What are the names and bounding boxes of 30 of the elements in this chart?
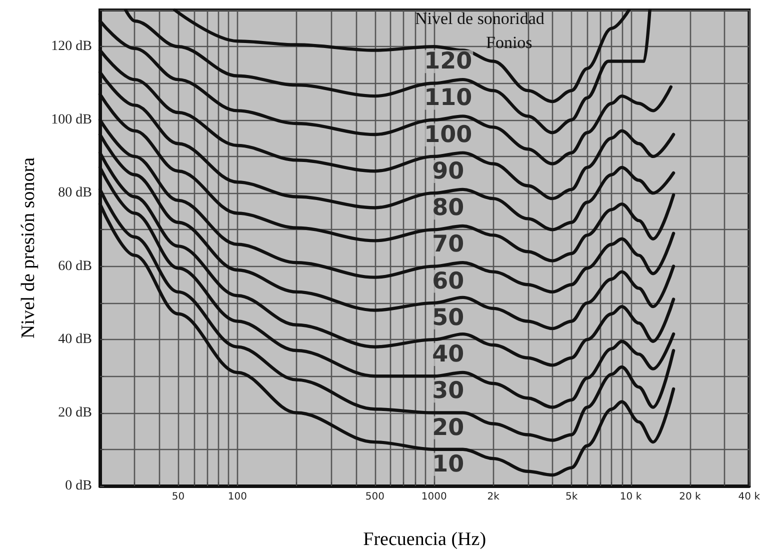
y-axis-title: Nivel de presión sonora <box>18 156 39 338</box>
y-tick-label: 20 dB <box>58 405 92 420</box>
y-tick-label: 0 dB <box>65 478 92 494</box>
series-label: 110 <box>424 85 472 112</box>
series-label: 90 <box>432 158 464 184</box>
y-tick-label: 100 dB <box>51 112 92 128</box>
series-label: 40 <box>432 342 464 368</box>
x-tick-label: 5k <box>565 492 578 502</box>
series-label: 70 <box>432 232 464 258</box>
y-tick-label: 60 dB <box>58 258 92 274</box>
x-tick-label: 10 k <box>620 492 642 502</box>
x-tick-label: 20 k <box>679 492 702 502</box>
series-label: 10 <box>432 451 464 478</box>
x-tick-label: 50 <box>172 492 185 502</box>
x-axis-title: Frecuencia (Hz) <box>363 529 486 550</box>
x-tick-label: 1000 <box>421 492 447 502</box>
x-tick-label: 40 k <box>738 492 760 502</box>
series-label: 50 <box>432 304 464 331</box>
series-label: 80 <box>432 195 464 222</box>
y-tick-label: 80 dB <box>58 186 92 201</box>
series-label: 20 <box>432 414 464 441</box>
y-tick-label: 120 dB <box>51 39 92 54</box>
series-label: 100 <box>424 122 472 148</box>
x-tick-label: 500 <box>365 492 384 502</box>
x-tick-label: 100 <box>228 492 247 502</box>
series-label: 60 <box>432 268 464 294</box>
series-label: 30 <box>432 378 464 404</box>
x-tick-label: 2k <box>487 492 500 502</box>
series-label: 120 <box>424 48 472 75</box>
y-tick-label: 40 dB <box>58 332 92 348</box>
